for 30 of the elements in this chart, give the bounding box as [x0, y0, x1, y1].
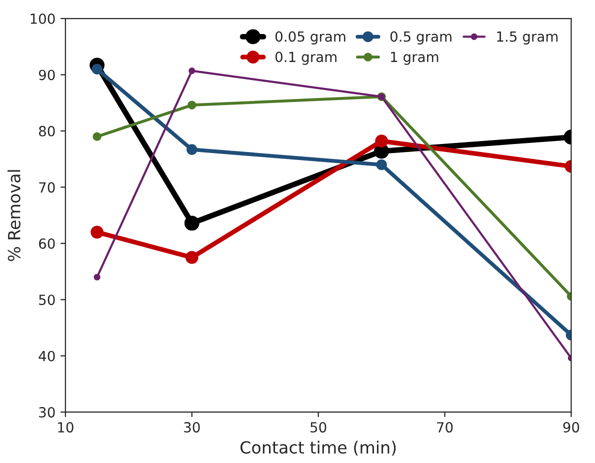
legend-label: 0.1 gram	[275, 52, 336, 65]
y-tick-label: 80	[38, 126, 55, 136]
x-tick-label: 10	[58, 422, 74, 433]
x-tick-label: 30	[184, 422, 200, 433]
legend-label: 1.5 gram	[497, 31, 558, 44]
y-tick-label: 90	[38, 70, 55, 80]
point	[376, 159, 387, 170]
x-tick-label: 50	[310, 422, 326, 433]
point	[375, 134, 388, 148]
legend-label: 0.5 gram	[390, 31, 452, 44]
y-tick-label: 60	[39, 238, 55, 249]
point	[186, 144, 198, 155]
point	[92, 132, 102, 141]
y-tick-label: 50	[39, 294, 55, 306]
legend-label: 1 gram	[391, 52, 438, 65]
legend-label: 0.05 gram	[275, 31, 346, 44]
point	[185, 251, 198, 264]
x-axis-title: Contact time (min)	[240, 440, 396, 456]
point	[94, 274, 100, 280]
point	[188, 100, 196, 110]
y-tick-label: 100	[30, 13, 55, 24]
x-tick-label: 70	[437, 422, 453, 433]
x-tick-label: 90	[563, 422, 580, 433]
point	[188, 68, 196, 74]
y-tick-label: 70	[39, 182, 55, 193]
y-tick-label: 40	[38, 350, 55, 362]
y-tick-label: 30	[39, 407, 55, 418]
y-axis-title: % Removal	[8, 170, 20, 262]
point	[184, 216, 200, 231]
point	[90, 226, 104, 239]
